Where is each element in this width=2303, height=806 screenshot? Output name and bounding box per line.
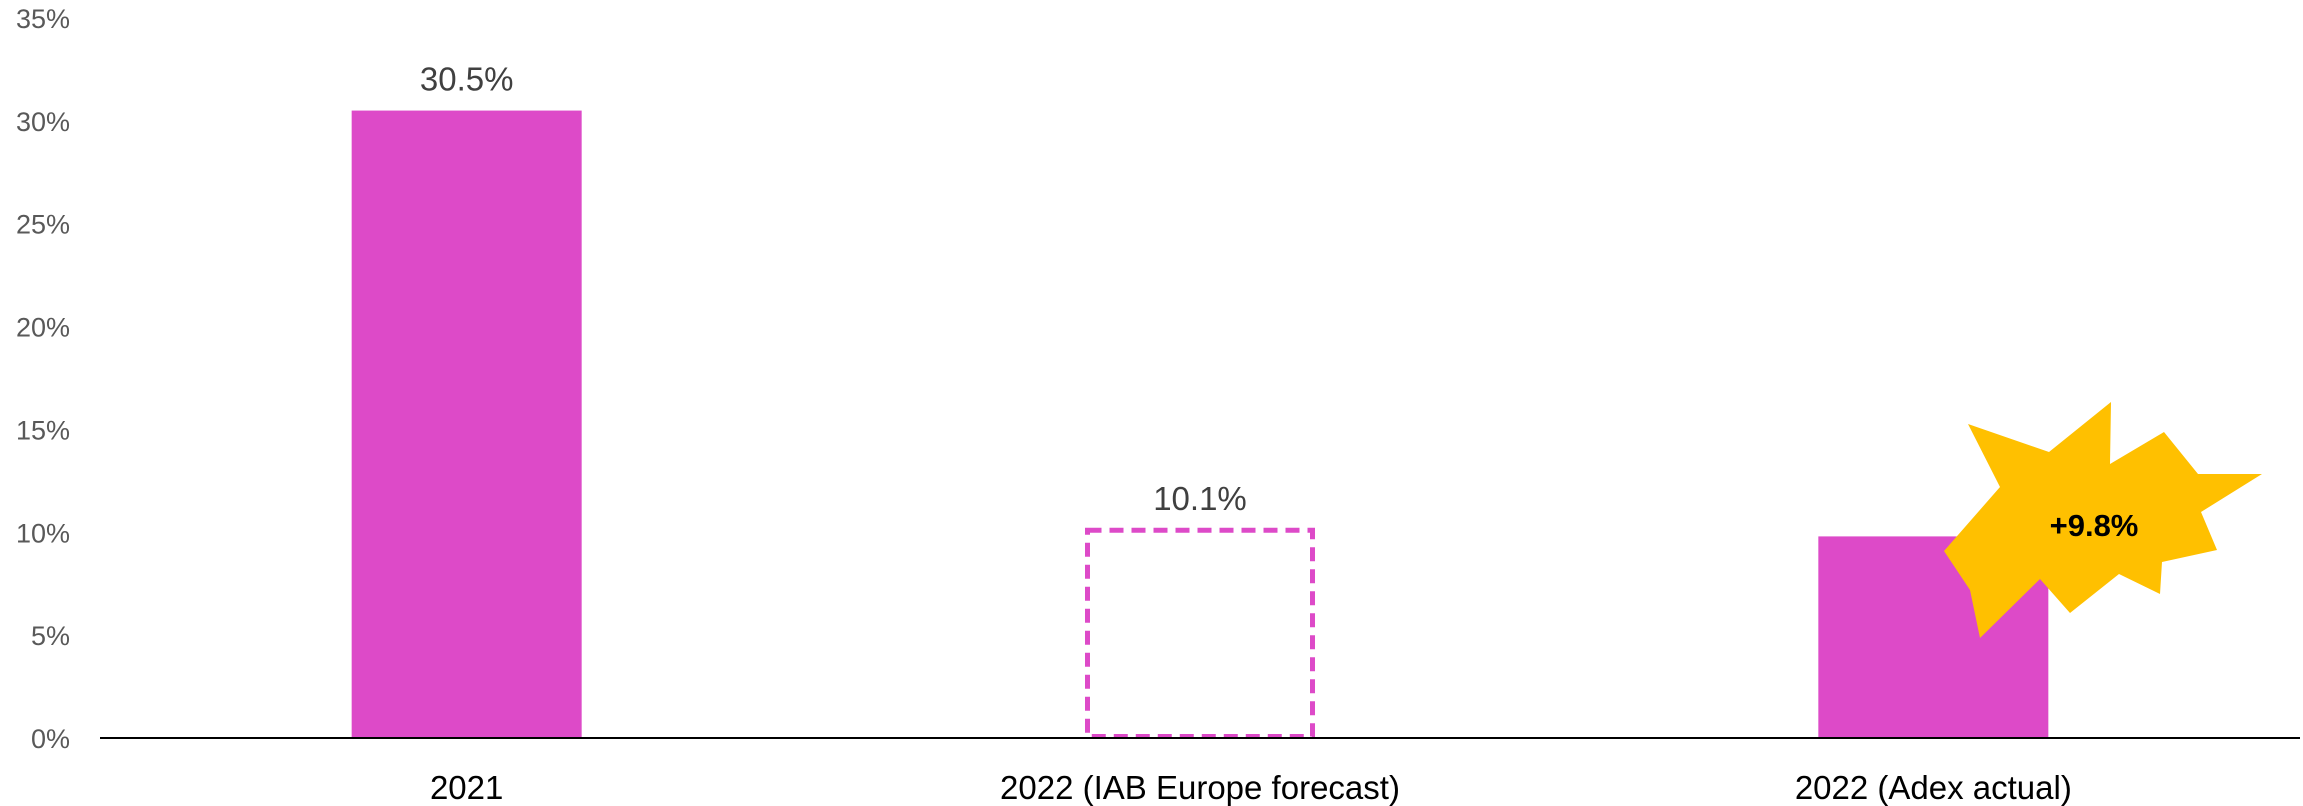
- burst-shape: [1944, 402, 2262, 638]
- bar: [1085, 527, 1315, 739]
- x-tick-label: 2022 (Adex actual): [1795, 769, 2072, 806]
- x-tick-label: 2021: [430, 769, 503, 806]
- y-tick-label: 0%: [31, 724, 70, 754]
- y-axis-ticks: 0% 5% 10% 15% 20% 25% 30% 35%: [16, 4, 70, 754]
- burst-label: +9.8%: [2050, 508, 2139, 543]
- category-labels: 2021 2022 (IAB Europe forecast) 2022 (Adex…: [430, 769, 2072, 806]
- bar: [351, 110, 582, 739]
- annotation-burst: +9.8%: [1944, 402, 2262, 638]
- data-label: 10.1%: [1153, 480, 1247, 517]
- y-tick-label: 30%: [16, 107, 70, 137]
- y-tick-label: 35%: [16, 4, 70, 34]
- y-tick-label: 25%: [16, 210, 70, 240]
- bars: [351, 110, 2049, 739]
- y-tick-label: 5%: [31, 621, 70, 651]
- x-tick-label: 2022 (IAB Europe forecast): [1000, 769, 1400, 806]
- data-labels: 30.5% 10.1%: [420, 61, 1247, 518]
- data-label: 30.5%: [420, 61, 514, 98]
- y-tick-label: 15%: [16, 415, 70, 445]
- y-tick-label: 10%: [16, 518, 70, 548]
- y-tick-label: 20%: [16, 313, 70, 343]
